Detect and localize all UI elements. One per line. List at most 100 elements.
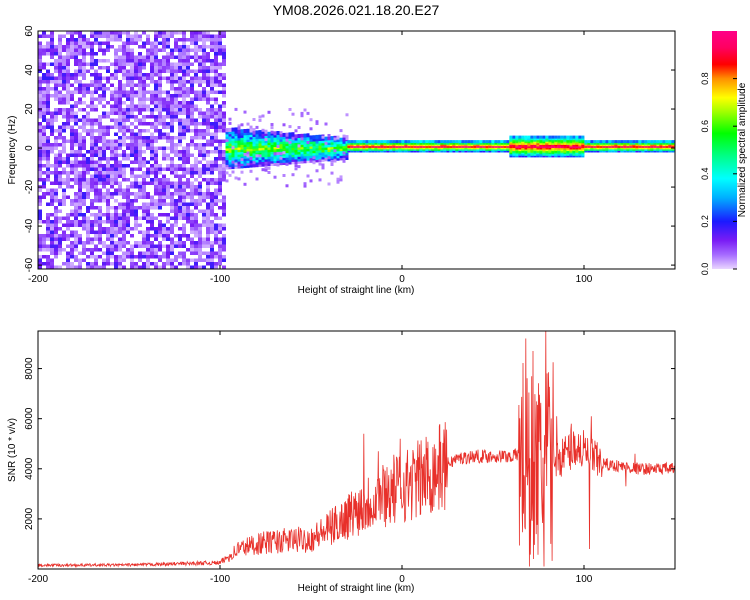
- heatmap-cell: [62, 80, 66, 84]
- heatmap-cell: [234, 162, 238, 166]
- heatmap-cell: [198, 160, 202, 164]
- heatmap-cell: [138, 76, 142, 80]
- heatmap-cell: [150, 146, 154, 150]
- heatmap-cell: [255, 158, 259, 163]
- heatmap-cell: [446, 141, 450, 145]
- heatmap-y-label: Frequency (Hz): [7, 116, 18, 185]
- heatmap-cell: [186, 234, 190, 238]
- heatmap-cell: [146, 244, 150, 248]
- heatmap-cell: [74, 181, 78, 185]
- heatmap-cell: [206, 202, 210, 206]
- heatmap-cell: [243, 150, 247, 155]
- heatmap-cell: [458, 144, 462, 148]
- heatmap-cell: [551, 145, 555, 148]
- heatmap-cell: [629, 146, 633, 150]
- heatmap-cell: [58, 150, 62, 154]
- heatmap-cell: [166, 62, 170, 66]
- heatmap-cell: [74, 258, 78, 262]
- heatmap-cell: [206, 52, 210, 56]
- colorbar: 0.00.20.40.60.8 Normalized spectral ampl…: [700, 31, 748, 275]
- heatmap-cell: [249, 133, 253, 138]
- heatmap-cell: [58, 111, 62, 115]
- heatmap-cell: [596, 144, 600, 148]
- heatmap-cell: [190, 97, 194, 101]
- heatmap-cell: [243, 152, 247, 156]
- heatmap-cell: [126, 202, 130, 206]
- heatmap-cell: [62, 262, 66, 266]
- heatmap-cell: [647, 141, 651, 145]
- heatmap-cell: [362, 149, 366, 153]
- heatmap-cell: [82, 227, 86, 231]
- heatmap-cell: [249, 154, 253, 159]
- heatmap-cell: [602, 146, 606, 150]
- heatmap-cell: [194, 132, 198, 136]
- heatmap-cell: [190, 167, 194, 171]
- heatmap-cell: [110, 251, 114, 255]
- heatmap-cell: [90, 104, 94, 108]
- heatmap-cell: [114, 248, 118, 252]
- heatmap-cell: [122, 213, 126, 217]
- heatmap-cell: [118, 167, 122, 171]
- heatmap-cell: [142, 150, 146, 154]
- heatmap-cell: [222, 171, 226, 175]
- heatmap-cell: [467, 146, 471, 150]
- heatmap-cell: [371, 149, 375, 153]
- y-tick-label: 40: [24, 64, 35, 76]
- heatmap-cell: [102, 178, 106, 182]
- heatmap-cell: [190, 171, 194, 175]
- heatmap-cell: [312, 137, 316, 142]
- heatmap-cell: [158, 181, 162, 185]
- heatmap-cell: [118, 237, 122, 241]
- heatmap-cell: [66, 31, 70, 35]
- heatmap-cell: [243, 159, 247, 164]
- heatmap-cell: [86, 104, 90, 108]
- heatmap-cell: [345, 141, 349, 146]
- heatmap-cell: [467, 140, 471, 144]
- heatmap-cell: [62, 108, 66, 112]
- heatmap-cell: [114, 97, 118, 101]
- heatmap-cell: [306, 152, 310, 157]
- heatmap-cell: [536, 154, 540, 158]
- heatmap-cell: [467, 144, 471, 148]
- heatmap-cell: [578, 140, 582, 144]
- heatmap-cell: [333, 142, 337, 147]
- heatmap-cell: [54, 192, 58, 196]
- heatmap-cell: [78, 31, 82, 35]
- heatmap-cell: [74, 45, 78, 49]
- heatmap-cell: [66, 181, 70, 185]
- heatmap-cell: [638, 141, 642, 145]
- heatmap-cell: [294, 157, 298, 162]
- heatmap-cell: [374, 149, 378, 153]
- heatmap-cell: [66, 66, 70, 70]
- heatmap-cell: [297, 165, 301, 169]
- heatmap-cell: [315, 158, 319, 163]
- heatmap-cell: [38, 164, 42, 168]
- heatmap-cell: [234, 139, 238, 144]
- heatmap-cell: [202, 80, 206, 84]
- heatmap-cell: [86, 111, 90, 115]
- heatmap-cell: [142, 66, 146, 70]
- heatmap-cell: [178, 55, 182, 59]
- heatmap-cell: [98, 206, 102, 210]
- heatmap-cell: [50, 48, 54, 52]
- heatmap-cell: [635, 141, 639, 145]
- heatmap-cell: [134, 220, 138, 224]
- heatmap-cell: [150, 213, 154, 217]
- heatmap-cell: [473, 141, 477, 145]
- heatmap-cell: [315, 156, 319, 160]
- heatmap-cell: [380, 141, 384, 145]
- heatmap-cell: [90, 181, 94, 185]
- heatmap-cell: [288, 160, 292, 165]
- heatmap-cell: [198, 188, 202, 192]
- heatmap-cell: [106, 80, 110, 84]
- heatmap-cell: [186, 157, 190, 161]
- heatmap-cell: [110, 90, 114, 94]
- heatmap-cell: [38, 157, 42, 161]
- heatmap-cell: [114, 262, 118, 266]
- heatmap-cell: [166, 188, 170, 192]
- heatmap-cell: [318, 178, 322, 182]
- heatmap-cell: [506, 149, 510, 153]
- heatmap-cell: [98, 132, 102, 136]
- heatmap-cell: [261, 139, 265, 144]
